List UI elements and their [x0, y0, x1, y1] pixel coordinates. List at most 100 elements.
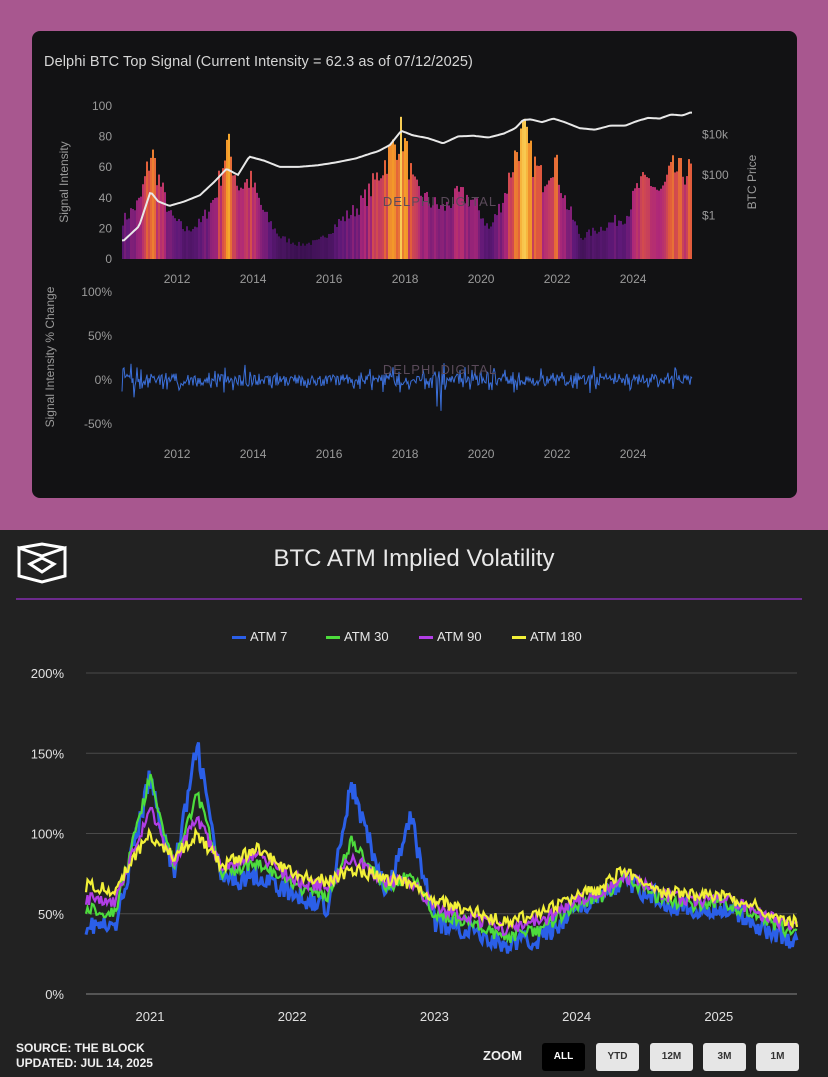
signal-bar [270, 221, 272, 259]
signal-bar [226, 139, 228, 259]
signal-bar [594, 230, 596, 259]
signal-bar [680, 158, 682, 259]
signal-bar [154, 158, 156, 259]
signal-bar [390, 143, 392, 259]
signal-bar [128, 218, 130, 259]
signal-bar [352, 205, 354, 259]
signal-bar [338, 219, 340, 259]
signal-bar [602, 230, 604, 259]
signal-bar [272, 229, 274, 259]
signal-bar [288, 238, 290, 259]
zoom-ytd-button[interactable]: YTD [596, 1043, 639, 1071]
legend-atm-7[interactable]: ATM 7 [232, 629, 287, 644]
signal-bar [242, 188, 244, 259]
signal-ytick: 20 [99, 221, 113, 235]
signal-bar [290, 243, 292, 259]
signal-bar [504, 192, 506, 259]
signal-bar [298, 241, 300, 259]
legend-atm-180[interactable]: ATM 180 [512, 629, 582, 644]
signal-bar [342, 216, 344, 259]
signal-bar [322, 235, 324, 259]
signal-bar [490, 226, 492, 259]
legend-atm-30[interactable]: ATM 30 [326, 629, 389, 644]
signal-bar [332, 232, 334, 259]
signal-bar [132, 208, 134, 259]
signal-bar [526, 126, 528, 259]
price-ytick: $100 [702, 168, 729, 182]
signal-bar [402, 151, 404, 259]
zoom-1m-button[interactable]: 1M [756, 1043, 799, 1071]
signal-bar [180, 221, 182, 259]
signal-bar [512, 172, 514, 259]
signal-bar [682, 176, 684, 259]
vol-xtick: 2025 [704, 1009, 733, 1024]
signal-bar [186, 226, 188, 259]
signal-bar [300, 245, 302, 259]
vol-ytick: 50% [38, 907, 64, 922]
pct-xtick: 2012 [164, 447, 191, 461]
signal-bar [246, 178, 248, 259]
signal-bar [326, 237, 328, 259]
signal-bar [456, 185, 458, 259]
signal-bar [448, 205, 450, 259]
signal-bar [436, 204, 438, 259]
signal-bar [160, 186, 162, 259]
signal-bar [312, 240, 314, 259]
signal-bar [478, 210, 480, 259]
signal-bar [592, 227, 594, 259]
signal-bar [540, 165, 542, 259]
signal-bar [404, 138, 406, 259]
signal-bar [418, 186, 420, 259]
signal-bar [462, 187, 464, 259]
signal-bar [430, 207, 432, 259]
price-ytick: $10k [702, 127, 729, 141]
signal-bar [124, 212, 126, 259]
signal-bar [330, 233, 332, 259]
signal-bar [580, 237, 582, 259]
signal-bar [146, 161, 148, 259]
signal-bar [406, 141, 408, 259]
signal-bar [556, 154, 558, 259]
signal-bar [652, 186, 654, 259]
signal-bar [340, 220, 342, 259]
signal-bar [162, 182, 164, 259]
signal-bar [198, 218, 200, 259]
signal-bar [666, 174, 668, 259]
signal-bar [384, 160, 386, 259]
signal-bar [600, 226, 602, 259]
zoom-12m-button[interactable]: 12M [650, 1043, 693, 1071]
signal-bar [212, 199, 214, 259]
signal-bar [686, 176, 688, 259]
zoom-3m-button[interactable]: 3M [703, 1043, 746, 1071]
legend-swatch [419, 636, 433, 640]
signal-bar [636, 183, 638, 259]
signal-bar [268, 222, 270, 259]
volatility-title: BTC ATM Implied Volatility [273, 545, 555, 572]
signal-bar [658, 190, 660, 259]
series-line-atm-180 [84, 826, 799, 930]
signal-bar [308, 242, 310, 259]
signal-bar [274, 228, 276, 259]
signal-bar [294, 244, 296, 259]
signal-bar [194, 226, 196, 259]
signal-bar [392, 139, 394, 259]
signal-bar [466, 194, 468, 259]
signal-bar [690, 163, 692, 259]
signal-bar [396, 159, 398, 259]
legend-atm-90[interactable]: ATM 90 [419, 629, 482, 644]
signal-bar [628, 216, 630, 259]
price-ylabel: BTC Price [745, 154, 759, 209]
signal-bar [614, 214, 616, 259]
signal-bar [576, 225, 578, 259]
signal-bar [224, 160, 226, 259]
pct-ytick: 100% [81, 285, 112, 299]
signal-bar [366, 205, 368, 259]
signal-bar [190, 231, 192, 259]
signal-bar [170, 210, 172, 259]
signal-bar [684, 184, 686, 259]
signal-bar [460, 186, 462, 259]
signal-bar [424, 193, 426, 259]
zoom-all-button[interactable]: ALL [542, 1043, 585, 1071]
signal-bar [196, 227, 198, 259]
signal-bar [502, 202, 504, 259]
